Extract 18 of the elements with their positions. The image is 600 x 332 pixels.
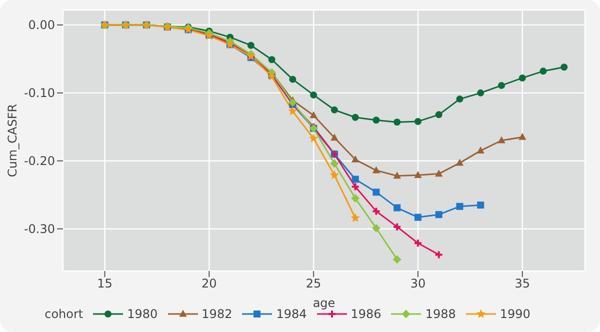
legend-label: 1986: [350, 307, 382, 321]
x-tick-label: 15: [97, 276, 112, 291]
y-tick-label: -0.10: [24, 86, 55, 100]
y-tick-label: -0.20: [24, 154, 55, 168]
legend-label: 1982: [202, 307, 232, 321]
y-axis-title: Cum_CASFR: [5, 104, 20, 178]
x-tick-label: 30: [410, 276, 426, 291]
x-axis-title: age: [312, 296, 336, 310]
legend-label: 1990: [500, 307, 530, 321]
x-tick-label: 35: [514, 276, 530, 291]
legend-label: 1980: [127, 307, 158, 321]
x-tick-label: 25: [306, 276, 322, 291]
x-tick-label: 20: [202, 276, 217, 291]
legend-label: 1988: [425, 307, 456, 321]
legend-label: 1984: [276, 307, 307, 321]
y-tick-label: -0.30: [24, 222, 55, 236]
legend-title: cohort: [44, 307, 84, 321]
y-tick-label: 0.00: [28, 18, 55, 32]
